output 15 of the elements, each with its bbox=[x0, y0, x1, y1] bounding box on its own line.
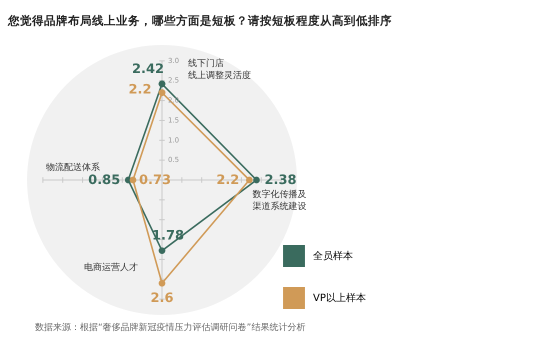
spoke-label: 物流配送体系 bbox=[46, 162, 100, 173]
data-label: 2.6 bbox=[150, 291, 174, 306]
spoke-label: 电商运营人才 bbox=[84, 262, 138, 273]
legend-label: 全员样本 bbox=[313, 250, 353, 262]
data-label: 2.2 bbox=[128, 82, 152, 98]
source-note: 数据来源：根据“奢侈品牌新冠疫情压力评估调研问卷”结果统计分析 bbox=[35, 322, 306, 333]
data-label: 0.85 bbox=[88, 173, 120, 188]
legend-label: VP以上样本 bbox=[313, 292, 366, 304]
data-label: 2.2 bbox=[216, 173, 240, 188]
spoke-label: 线下门店线上调整灵活度 bbox=[188, 58, 251, 81]
chart-title: 您觉得品牌布局线上业务，哪些方面是短板？请按短板程度从高到低排序 bbox=[7, 14, 392, 28]
spoke-label: 数字化传播及渠道系统建设 bbox=[252, 189, 306, 212]
data-label: 0.73 bbox=[139, 173, 172, 188]
data-label: 2.38 bbox=[264, 173, 297, 188]
data-label: 2.42 bbox=[132, 62, 164, 77]
